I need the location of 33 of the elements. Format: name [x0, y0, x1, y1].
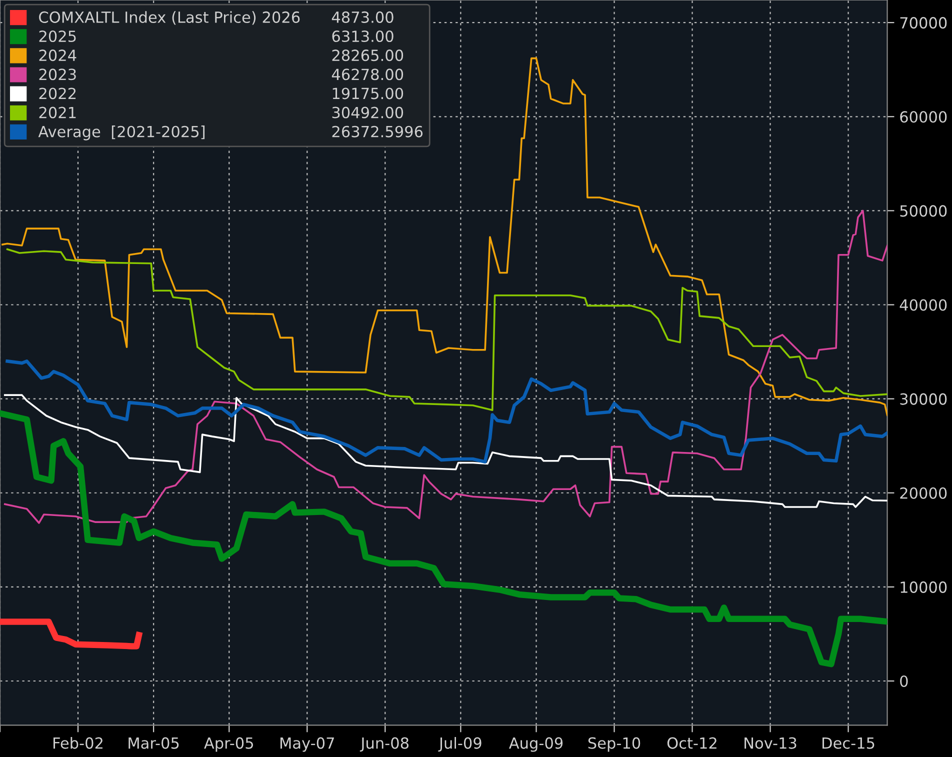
y-tick-label: 50000 [900, 205, 947, 217]
x-tick-label: May-07 [280, 737, 334, 752]
x-tick-label: Dec-15 [822, 737, 874, 749]
x-tick-label: Oct-12 [667, 737, 716, 749]
y-tick-label: 0 [900, 675, 908, 688]
legend-label: 2023 [39, 68, 76, 80]
y-tick-label: 40000 [900, 299, 947, 311]
legend-label: 2022 [39, 88, 76, 100]
x-tick-label: Nov-13 [744, 737, 796, 749]
y-tick-label: 30000 [900, 393, 947, 405]
legend-label: 2025 [39, 30, 76, 42]
x-tick-label: Feb-02 [54, 737, 102, 749]
x-tick-label: Aug-09 [508, 737, 563, 752]
annotation: 30492.00 [332, 106, 404, 118]
y-tick-label: 20000 [900, 487, 947, 499]
annotation: 46278.00 [332, 68, 404, 80]
x-tick-label: Jul-09 [438, 737, 482, 752]
annotation: 6313.00 [332, 30, 394, 42]
legend-label: Average [2021-2025] [38, 126, 205, 140]
x-tick-label: Mar-05 [128, 737, 179, 749]
legend-label: COMXALTL Index (Last Price) 2026 [39, 11, 300, 25]
x-tick-label: Apr-05 [204, 737, 253, 752]
legend-label: 2021 [39, 106, 76, 118]
x-tick-label: Sep-10 [588, 737, 640, 752]
y-tick-label: 10000 [900, 581, 947, 593]
annotation: 19175.00 [332, 88, 404, 100]
y-tick-label: 70000 [900, 17, 947, 29]
x-tick-label: Jun-08 [360, 737, 408, 752]
annotation: 28265.00 [332, 50, 404, 62]
legend-label: 2024 [39, 50, 76, 62]
annotation: 26372.5996 [332, 126, 423, 138]
annotation: 4873.00 [332, 11, 394, 23]
y-tick-label: 60000 [900, 111, 947, 123]
